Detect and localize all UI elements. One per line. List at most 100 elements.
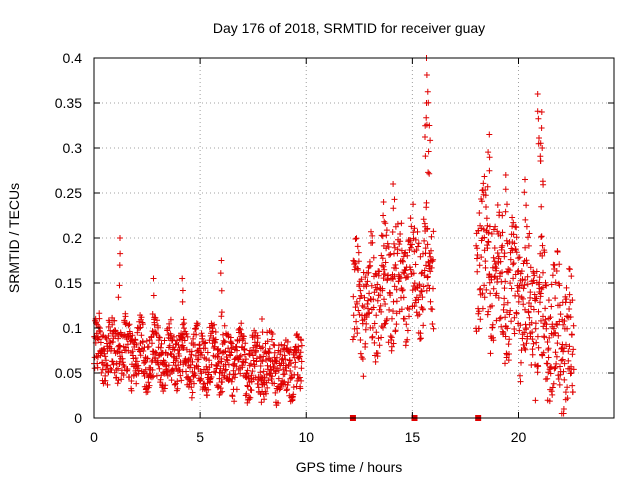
data-point [507, 307, 514, 314]
data-point [168, 377, 175, 384]
data-point [275, 367, 282, 374]
data-point [418, 288, 425, 295]
data-point [97, 339, 104, 346]
data-point [214, 354, 221, 361]
data-point [406, 313, 412, 320]
data-point [381, 296, 387, 303]
data-point [509, 223, 516, 230]
y-tick-label: 0.3 [63, 140, 83, 156]
data-point [265, 349, 272, 355]
data-point [361, 304, 367, 311]
data-point [427, 268, 434, 275]
data-point [183, 330, 190, 337]
data-point [421, 237, 428, 244]
data-point [234, 347, 240, 354]
data-point [476, 308, 482, 315]
data-point [210, 345, 217, 351]
data-point [563, 284, 570, 291]
data-point [166, 342, 173, 349]
data-point [263, 371, 270, 378]
data-point [240, 333, 247, 340]
data-point [392, 327, 399, 334]
data-point [375, 335, 382, 342]
data-point [503, 237, 510, 244]
data-point [399, 257, 406, 264]
data-point [385, 272, 392, 279]
data-point [376, 268, 383, 275]
data-point [233, 363, 240, 370]
data-point [535, 344, 542, 351]
data-point [368, 228, 374, 235]
data-point [223, 356, 230, 363]
data-point [513, 310, 520, 317]
data-point [362, 326, 369, 333]
data-point [524, 260, 530, 267]
data-point [150, 373, 157, 380]
data-point [260, 353, 267, 360]
data-point [549, 272, 556, 279]
data-point [139, 339, 146, 346]
data-point [276, 386, 283, 393]
data-point [551, 365, 558, 372]
data-point [125, 322, 132, 329]
data-point [427, 137, 434, 144]
data-point [414, 228, 421, 235]
data-point [116, 282, 123, 289]
data-point [561, 376, 568, 383]
data-point [502, 360, 508, 367]
data-point [219, 388, 226, 395]
data-point [481, 234, 488, 241]
data-point [501, 301, 507, 308]
data-point [486, 154, 493, 161]
data-point [475, 227, 482, 234]
data-point [115, 377, 122, 384]
data-point [484, 183, 491, 190]
data-point [179, 342, 186, 349]
data-point [506, 267, 513, 274]
data-point [171, 381, 178, 388]
data-point [558, 357, 565, 364]
data-point [523, 340, 530, 347]
data-point [393, 265, 399, 272]
data-point [378, 252, 385, 259]
data-point [476, 210, 483, 216]
data-point [421, 267, 428, 274]
data-point [244, 383, 251, 390]
data-point [487, 350, 494, 357]
data-point [400, 253, 407, 260]
data-point [564, 395, 571, 402]
data-point [357, 337, 364, 343]
data-point [533, 339, 540, 346]
data-point [258, 399, 265, 406]
data-point [129, 332, 136, 339]
data-point [259, 375, 266, 381]
data-point [570, 322, 577, 329]
data-point [425, 169, 432, 176]
data-point [154, 357, 161, 364]
chart-title: Day 176 of 2018, SRMTID for receiver gua… [213, 20, 485, 36]
data-point [217, 270, 224, 277]
data-point [505, 357, 512, 364]
data-point [379, 233, 386, 240]
data-point [157, 376, 164, 383]
data-point [567, 314, 574, 320]
data-point [546, 315, 552, 322]
data-point [488, 230, 495, 237]
data-point [124, 366, 131, 372]
data-point [485, 229, 492, 236]
data-point [398, 306, 405, 313]
data-point [264, 338, 271, 345]
data-point [502, 333, 509, 340]
data-point [356, 281, 363, 288]
data-point [211, 368, 218, 375]
data-point [522, 277, 529, 283]
y-axis-label: SRMTID / TECUs [6, 183, 22, 293]
data-point [490, 254, 497, 261]
data-point [501, 250, 508, 257]
data-point [515, 255, 522, 262]
data-point [545, 345, 552, 352]
data-point [221, 338, 228, 345]
data-point [99, 347, 106, 353]
data-point [547, 314, 554, 321]
data-point [219, 379, 226, 385]
